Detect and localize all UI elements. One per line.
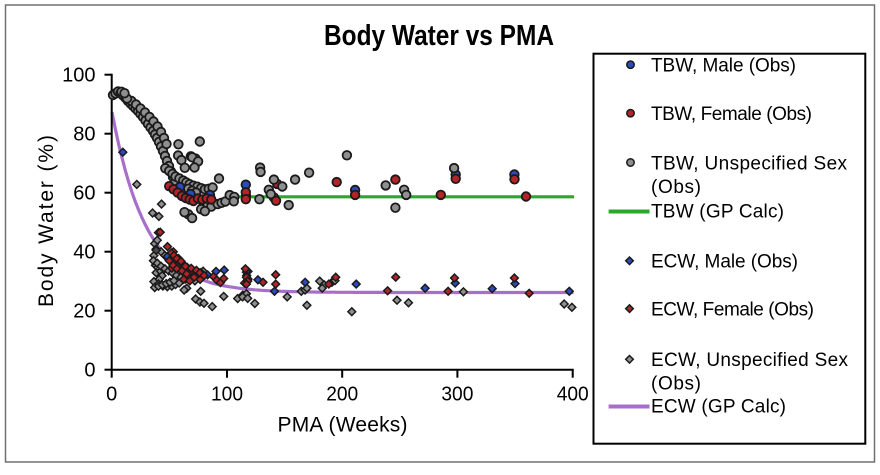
svg-text:80: 80 — [73, 124, 95, 146]
svg-text:Body Water vs PMA: Body Water vs PMA — [324, 20, 554, 52]
svg-text:TBW, Female (Obs): TBW, Female (Obs) — [651, 104, 812, 125]
svg-text:Body Water (%): Body Water (%) — [35, 135, 58, 307]
svg-text:ECW, Female (Obs): ECW, Female (Obs) — [651, 299, 814, 320]
svg-text:100: 100 — [62, 65, 95, 87]
svg-text:(Obs): (Obs) — [651, 374, 701, 395]
svg-text:60: 60 — [73, 183, 95, 205]
svg-text:ECW, Unspecified Sex: ECW, Unspecified Sex — [651, 350, 849, 371]
svg-text:20: 20 — [73, 301, 95, 323]
svg-text:PMA (Weeks): PMA (Weeks) — [278, 414, 408, 437]
svg-text:TBW, Unspecified Sex: TBW, Unspecified Sex — [651, 153, 848, 174]
svg-text:200: 200 — [326, 384, 358, 406]
svg-text:40: 40 — [73, 242, 95, 264]
svg-text:ECW, Male (Obs): ECW, Male (Obs) — [651, 252, 798, 273]
svg-text:ECW (GP Calc): ECW (GP Calc) — [651, 396, 786, 417]
svg-text:TBW (GP Calc): TBW (GP Calc) — [651, 202, 784, 223]
svg-text:100: 100 — [211, 384, 243, 406]
svg-text:0: 0 — [84, 360, 95, 382]
svg-text:400: 400 — [557, 384, 589, 406]
svg-text:(Obs): (Obs) — [651, 177, 701, 198]
svg-text:0: 0 — [106, 384, 117, 406]
svg-text:300: 300 — [441, 384, 473, 406]
svg-text:TBW, Male (Obs): TBW, Male (Obs) — [651, 56, 796, 77]
